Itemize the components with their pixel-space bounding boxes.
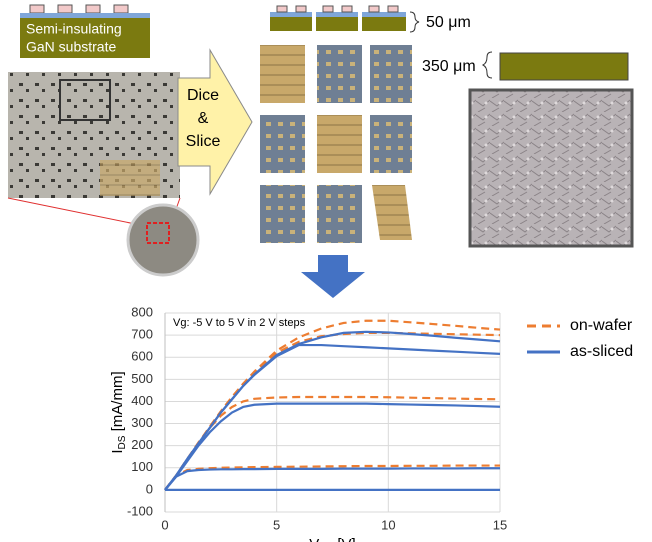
wafer-photo	[8, 72, 198, 275]
x-tick-label: 0	[161, 517, 168, 532]
x-axis-label: VDS [V]	[309, 536, 355, 542]
x-tick-label: 10	[381, 517, 395, 532]
y-tick-label: 600	[131, 349, 153, 364]
y-tick-label: 200	[131, 437, 153, 452]
down-arrow	[301, 255, 365, 298]
x-axis-label-main: V	[309, 536, 319, 542]
process-arrow: Dice & Slice	[178, 50, 252, 194]
y-tick-label: 400	[131, 393, 153, 408]
y-tick-label: 100	[131, 459, 153, 474]
y-axis-label: IDS [mA/mm]	[109, 371, 128, 453]
process-label: Slice	[186, 133, 221, 150]
diced-pieces	[260, 45, 412, 243]
y-axis-label-sub: DS	[117, 435, 128, 449]
substrate-stack: Semi-insulating GaN substrate	[20, 5, 150, 58]
thickness-label: 50 μm	[426, 14, 471, 31]
series-line	[165, 404, 500, 490]
thin-stacks: 50 μm	[270, 6, 471, 32]
legend-label: on-wafer	[570, 317, 633, 334]
y-tick-label: 0	[146, 481, 153, 496]
figure: Semi-insulating GaN substrate Dice & Sli…	[0, 0, 652, 542]
legend-label: as-sliced	[570, 343, 633, 360]
x-axis-label-unit: [V]	[333, 536, 356, 542]
substrate-label: GaN substrate	[26, 39, 116, 55]
annotation: Vg: -5 V to 5 V in 2 V steps	[173, 317, 306, 329]
y-axis-label-unit: [mA/mm]	[109, 371, 126, 435]
y-tick-label: 700	[131, 327, 153, 342]
y-tick-label: 500	[131, 371, 153, 386]
chart: -100 0 100 200 300 400 500 600 700 800 0 5 10 15 Vg: -…	[109, 304, 633, 542]
y-tick-label: 300	[131, 415, 153, 430]
thickness-label: 350 μm	[422, 58, 476, 75]
y-tick-label: -100	[127, 503, 153, 518]
process-label: Dice	[187, 87, 219, 104]
series-line	[165, 397, 500, 490]
substrate-label: Semi-insulating	[26, 21, 122, 37]
x-tick-label: 5	[273, 517, 280, 532]
x-tick-label: 15	[493, 517, 507, 532]
process-label: &	[198, 110, 209, 127]
thick-substrate: 350 μm	[422, 52, 632, 246]
y-tick-label: 800	[131, 304, 153, 319]
series-line	[165, 468, 500, 490]
